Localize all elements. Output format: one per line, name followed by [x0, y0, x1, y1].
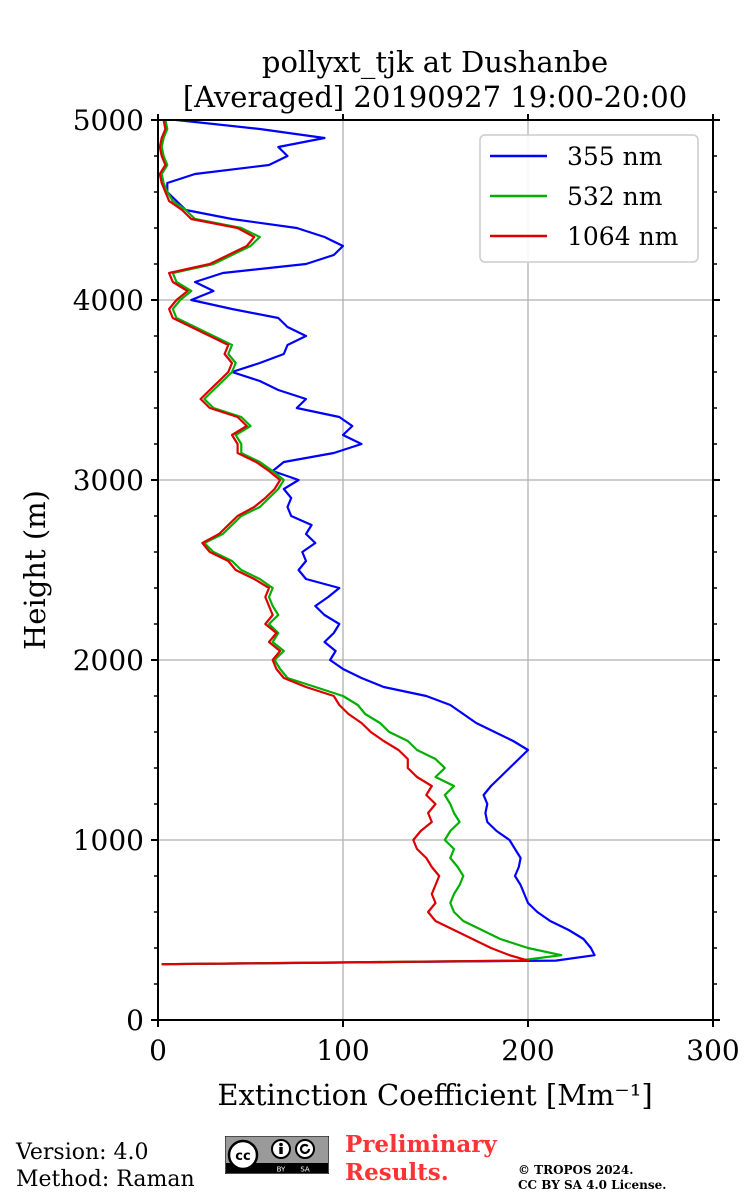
- cc-sa-label: SA: [300, 1166, 310, 1174]
- x-tick-label: 100: [316, 1034, 369, 1067]
- legend-label-355: 355 nm: [567, 142, 663, 171]
- series-1064nm: [158, 119, 530, 966]
- grid: [158, 120, 713, 1020]
- copyright-line-1: © TROPOS 2024.: [518, 1163, 634, 1177]
- cc-license-icon[interactable]: cc BY SA: [225, 1136, 329, 1174]
- preliminary-line-1: Preliminary: [345, 1131, 497, 1158]
- y-tick-label: 4000: [73, 284, 144, 317]
- y-tick-label: 1000: [73, 824, 144, 857]
- chart-subtitle: [Averaged] 20190927 19:00-20:00: [183, 80, 687, 114]
- legend-label-532: 532 nm: [567, 182, 663, 211]
- legend: 355 nm 532 nm 1064 nm: [479, 134, 699, 263]
- chart-title: pollyxt_tjk at Dushanbe: [262, 45, 608, 80]
- series-355nm: [161, 118, 596, 966]
- y-tick-label: 5000: [73, 104, 144, 137]
- y-tick-label: 2000: [73, 644, 144, 677]
- copyright-line-2: CC BY SA 4.0 License.: [518, 1178, 667, 1192]
- x-tick-label: 300: [686, 1034, 739, 1067]
- method-text: Method: Raman: [16, 1167, 195, 1192]
- legend-label-1064: 1064 nm: [567, 222, 679, 251]
- y-axis-label: Height (m): [18, 490, 52, 650]
- legend-box: [479, 134, 699, 263]
- series-532nm: [160, 119, 563, 966]
- version-text: Version: 4.0: [16, 1140, 149, 1165]
- extinction-chart: pollyxt_tjk at Dushanbe [Averaged] 20190…: [18, 45, 740, 1112]
- x-tick-label: 0: [149, 1034, 167, 1067]
- y-tick-label: 3000: [73, 464, 144, 497]
- cc-by-label: BY: [277, 1166, 286, 1174]
- x-axis-label-text: Extinction Coefficient [Mm⁻¹]: [217, 1078, 652, 1112]
- series-lines: [158, 118, 596, 966]
- copyright-notice: © TROPOS 2024. CC BY SA 4.0 License.: [518, 1163, 666, 1193]
- footer-info: Version: 4.0 Method: Raman: [16, 1139, 195, 1193]
- x-axis-label: Extinction Coefficient [Mm⁻¹]: [217, 1078, 652, 1112]
- plot-frame: [157, 119, 714, 1021]
- preliminary-notice: Preliminary Results.: [345, 1131, 497, 1187]
- x-tick-label: 200: [501, 1034, 554, 1067]
- y-tick-label: 0: [126, 1004, 144, 1037]
- svg-text:cc: cc: [235, 1149, 250, 1164]
- preliminary-line-2: Results.: [345, 1159, 449, 1186]
